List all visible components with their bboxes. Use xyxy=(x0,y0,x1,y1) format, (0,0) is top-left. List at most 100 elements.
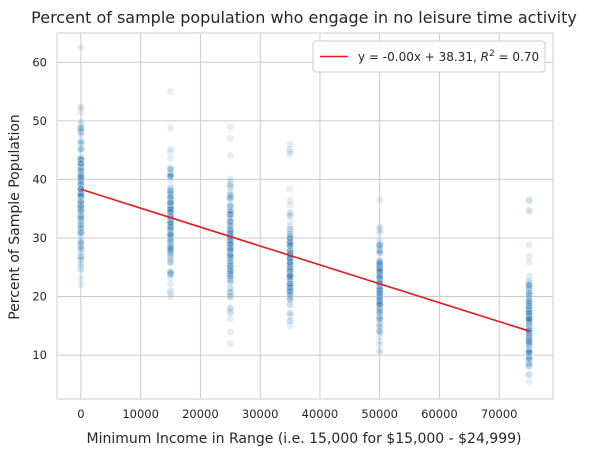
scatter-point xyxy=(375,248,384,256)
scatter-point xyxy=(166,223,175,231)
scatter-point xyxy=(166,245,175,254)
scatter-point xyxy=(375,314,384,322)
scatter-point xyxy=(525,346,533,355)
scatter-point xyxy=(166,244,175,253)
scatter-point xyxy=(286,140,294,149)
scatter-point xyxy=(375,285,384,294)
scatter-point xyxy=(525,286,533,295)
scatter-point xyxy=(286,312,294,320)
scatter-point xyxy=(166,240,175,249)
scatter-point xyxy=(226,208,235,216)
scatter-point xyxy=(226,245,235,254)
scatter-point xyxy=(286,233,294,242)
x-tick-label: 60000 xyxy=(421,407,458,421)
scatter-point xyxy=(525,358,533,367)
scatter-point xyxy=(286,271,294,279)
scatter-point xyxy=(166,205,175,213)
scatter-point xyxy=(375,298,384,306)
scatter-point xyxy=(375,285,384,294)
scatter-point xyxy=(226,225,235,234)
scatter-point xyxy=(286,268,294,276)
scatter-point xyxy=(375,299,384,307)
scatter-point xyxy=(286,278,294,287)
scatter-point xyxy=(226,260,235,268)
scatter-point xyxy=(226,219,235,228)
scatter-point xyxy=(77,212,85,221)
scatter-point xyxy=(375,332,384,341)
scatter-point xyxy=(166,232,175,241)
y-tick-label: 60 xyxy=(32,55,47,69)
scatter-point xyxy=(525,291,533,300)
scatter-point xyxy=(226,206,235,214)
scatter-point xyxy=(375,258,384,267)
scatter-point xyxy=(166,218,175,227)
scatter-point xyxy=(166,257,175,266)
scatter-point xyxy=(166,198,175,206)
scatter-point xyxy=(77,145,85,153)
scatter-point xyxy=(525,333,533,342)
scatter-point xyxy=(77,212,85,221)
scatter-point xyxy=(77,165,85,174)
legend-box xyxy=(312,40,546,73)
scatter-point xyxy=(525,377,533,386)
scatter-point xyxy=(166,183,175,192)
scatter-point xyxy=(166,270,175,279)
scatter-point xyxy=(77,167,85,176)
scatter-point xyxy=(286,212,294,221)
scatter-point xyxy=(226,202,235,211)
scatter-point xyxy=(166,219,175,228)
scatter-point xyxy=(525,305,533,314)
scatter-point xyxy=(525,316,533,325)
scatter-point xyxy=(77,260,85,268)
scatter-point xyxy=(166,244,175,253)
scatter-point xyxy=(525,309,533,318)
scatter-point xyxy=(166,219,175,227)
scatter-point xyxy=(77,171,85,180)
scatter-point xyxy=(77,214,85,223)
scatter-point xyxy=(286,281,294,290)
scatter-point xyxy=(525,314,533,323)
scatter-point xyxy=(375,259,384,268)
scatter-point xyxy=(77,155,85,164)
scatter-point xyxy=(77,155,85,164)
scatter-point xyxy=(286,147,294,156)
scatter-point xyxy=(375,257,384,266)
scatter-point xyxy=(77,238,85,247)
scatter-point xyxy=(166,208,175,216)
scatter-point xyxy=(375,314,384,323)
scatter-point xyxy=(286,287,294,296)
scatter-point xyxy=(375,300,384,308)
scatter-point xyxy=(77,185,85,194)
scatter-point xyxy=(525,348,533,357)
scatter-point xyxy=(226,253,235,261)
scatter-point xyxy=(226,257,235,266)
scatter-point xyxy=(375,267,384,276)
scatter-point xyxy=(375,264,384,273)
scatter-point xyxy=(286,196,294,205)
scatter-point xyxy=(286,276,294,285)
scatter-point xyxy=(375,307,384,316)
scatter-point xyxy=(77,228,85,237)
scatter-point xyxy=(226,222,235,230)
scatter-point xyxy=(166,258,175,267)
scatter-point xyxy=(525,335,533,343)
scatter-point xyxy=(226,245,235,254)
scatter-point xyxy=(166,207,175,215)
scatter-point xyxy=(77,245,85,254)
scatter-point xyxy=(166,87,175,96)
scatter-point xyxy=(286,279,294,288)
scatter-point xyxy=(166,187,175,195)
x-tick-label: 40000 xyxy=(302,407,339,421)
scatter-point xyxy=(77,164,85,173)
scatter-point xyxy=(226,211,235,219)
scatter-point xyxy=(226,304,235,313)
scatter-point xyxy=(286,287,294,296)
scatter-point xyxy=(375,315,384,324)
scatter-point xyxy=(286,234,294,242)
scatter-point xyxy=(77,119,85,128)
scatter-point xyxy=(226,217,235,226)
scatter-point xyxy=(525,354,533,363)
scatter-point xyxy=(525,320,533,328)
scatter-point xyxy=(525,361,533,370)
scatter-point xyxy=(375,259,384,267)
